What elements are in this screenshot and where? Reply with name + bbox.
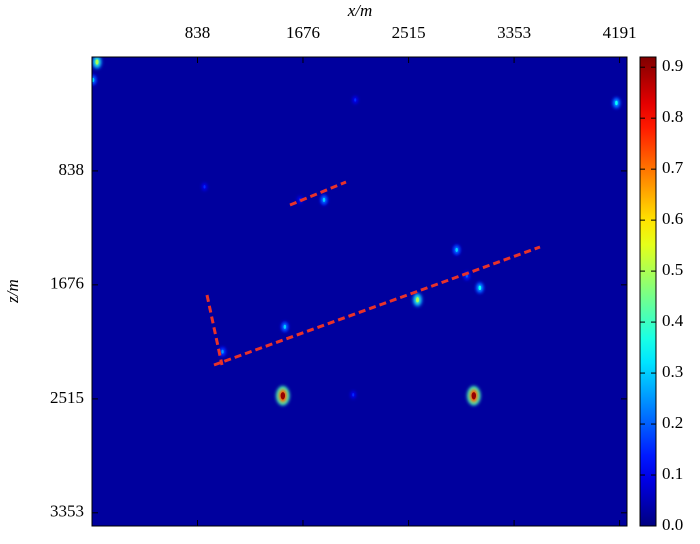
x-tick-label: 1676	[286, 23, 320, 42]
y-tick-label: 1676	[50, 274, 84, 293]
fault-line	[213, 245, 541, 367]
colorbar-tick-label: 0.4	[662, 311, 684, 330]
hotspot	[92, 57, 102, 69]
hotspot-peak	[352, 393, 355, 397]
colorbar-tick-label: 0.7	[662, 158, 684, 177]
hotspot	[281, 321, 289, 333]
colorbar-tick-label: 0.5	[662, 260, 683, 279]
hotspot-peak	[354, 98, 357, 102]
colorbar-tick-label: 0.9	[662, 56, 683, 75]
hotspot-peak	[95, 59, 99, 65]
y-axis-label: z/m	[3, 279, 22, 304]
hotspot	[612, 97, 621, 109]
colorbar-tick-label: 0.1	[662, 464, 683, 483]
hotspot-peak	[280, 392, 286, 400]
fault-lines	[205, 180, 541, 367]
hotspot-peak	[322, 197, 326, 202]
colorbar-tick-label: 0.0	[662, 515, 683, 534]
hotspot-peak	[478, 285, 482, 291]
x-tick-label: 2515	[392, 23, 426, 42]
hotspot-peak	[221, 349, 224, 354]
plot-frame	[91, 56, 628, 527]
hotspot	[92, 74, 97, 86]
hotspot	[201, 182, 208, 192]
y-tick-label: 2515	[50, 388, 84, 407]
colorbar-tick-label: 0.8	[662, 107, 683, 126]
fault-line	[289, 180, 347, 207]
hotspot	[350, 390, 357, 400]
hotspot	[412, 293, 423, 307]
hotspot	[467, 386, 481, 406]
hotspot	[352, 95, 359, 105]
y-tick-label: 838	[59, 160, 85, 179]
hotspot-peak	[455, 247, 458, 252]
hotspot-peak	[203, 185, 206, 189]
x-axis-label: x/m	[347, 1, 373, 20]
hotspot-peak	[92, 77, 95, 83]
hotspot	[320, 194, 328, 206]
y-tick-label: 3353	[50, 502, 84, 521]
hotspot-peak	[415, 297, 420, 303]
colorbar-tick-label: 0.2	[662, 413, 683, 432]
hotspot-peak	[283, 324, 287, 329]
plot-area	[92, 57, 627, 526]
fault-line	[205, 294, 224, 366]
colorbar-tick-label: 0.3	[662, 362, 683, 381]
x-tick-label: 838	[185, 23, 211, 42]
hotspot-peak	[615, 100, 618, 106]
colorbar	[639, 56, 657, 527]
hotspots	[92, 57, 621, 406]
x-tick-label: 4191	[603, 23, 637, 42]
hotspot	[276, 386, 290, 406]
hotspot-peak	[471, 392, 477, 400]
hotspot	[452, 244, 461, 256]
x-tick-label: 3353	[497, 23, 531, 42]
colorbar-tick-label: 0.6	[662, 209, 683, 228]
hotspot	[475, 282, 484, 294]
